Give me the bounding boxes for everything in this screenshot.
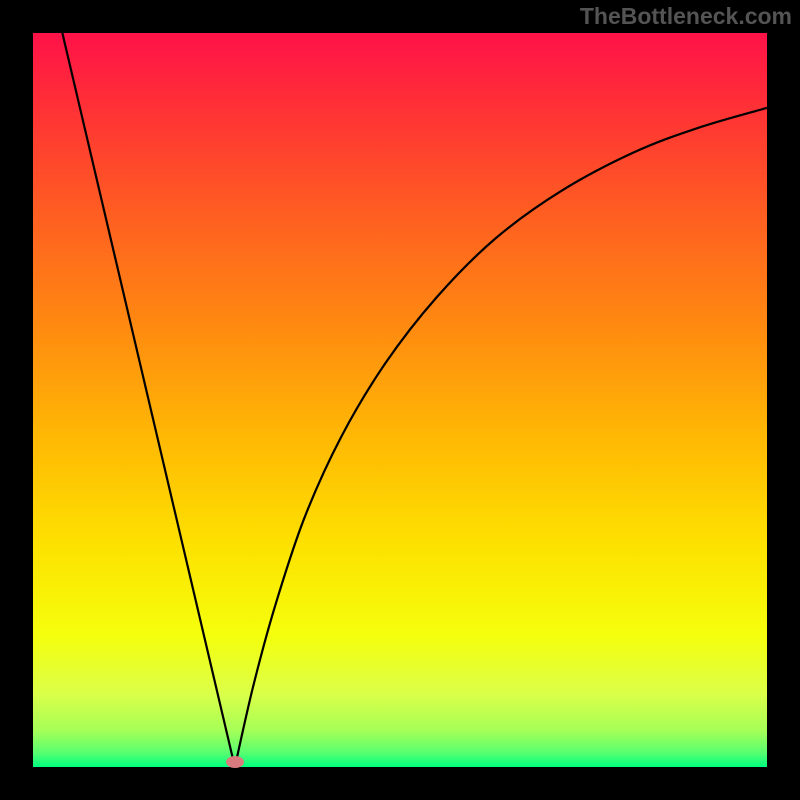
minimum-marker [226, 756, 244, 768]
chart-container: TheBottleneck.com [0, 0, 800, 800]
plot-svg [33, 33, 767, 767]
plot-area [33, 33, 767, 767]
watermark-text: TheBottleneck.com [580, 3, 792, 30]
